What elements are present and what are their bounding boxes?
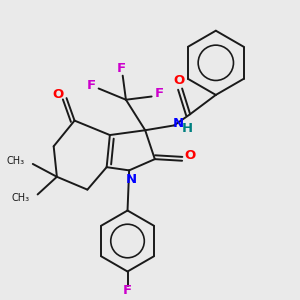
Text: F: F [155,88,164,100]
Text: F: F [123,284,132,297]
Text: O: O [184,149,196,162]
Text: F: F [87,79,96,92]
Text: O: O [53,88,64,101]
Text: CH₃: CH₃ [7,156,25,167]
Text: F: F [117,62,126,75]
Text: CH₃: CH₃ [11,193,30,203]
Text: N: N [126,173,137,186]
Text: H: H [182,122,193,135]
Text: N: N [172,117,184,130]
Text: O: O [173,74,184,87]
